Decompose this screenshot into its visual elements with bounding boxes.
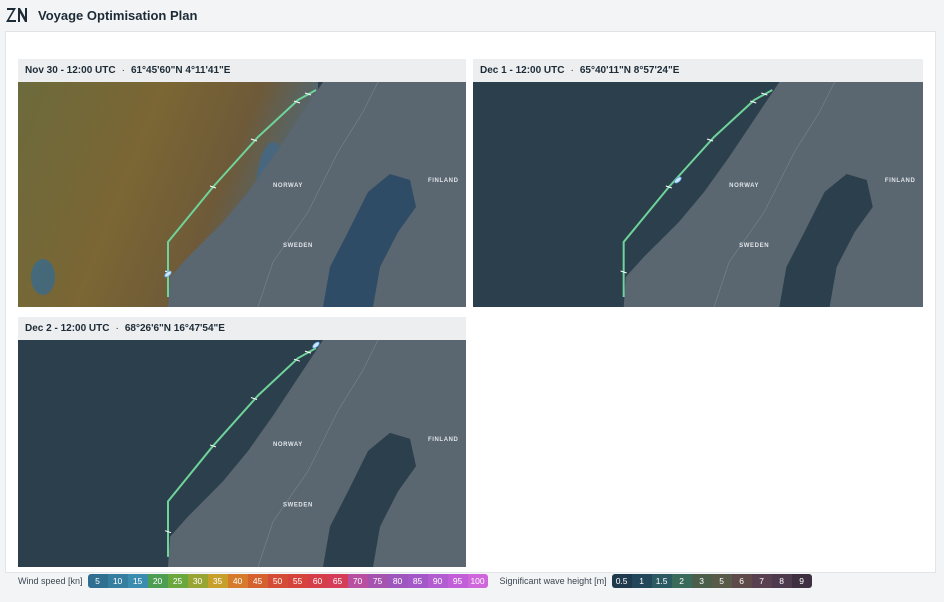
panel-header: Nov 30 - 12:00 UTC · 61°45'60"N 4°11'41"E [18, 59, 466, 82]
map-label: NORWAY [273, 183, 303, 189]
map: NORWAY SWEDEN FINLAND [18, 340, 466, 567]
legend: Wind speed [kn] 5 10 15 20 25 30 35 40 45 50 55 60 65… [18, 574, 928, 588]
map-panel: Dec 2 - 12:00 UTC · 68°26'6"N 16°47'54"E NO… [18, 317, 466, 567]
gulf-of-bothnia [323, 432, 416, 567]
waypoint [761, 92, 768, 96]
map-label: FINLAND [428, 178, 459, 184]
legend-cell: 7 [751, 574, 772, 588]
panel-time: Nov 30 - 12:00 UTC [25, 65, 116, 76]
waypoint [164, 530, 172, 534]
legend-cell: 2 [671, 574, 692, 588]
panel-position: 65°40'11"N 8°57'24"E [579, 65, 680, 76]
map-label: SWEDEN [283, 243, 313, 249]
gulf-of-bothnia [323, 174, 416, 307]
legend-cell: 40 [227, 574, 248, 588]
waypoint [750, 100, 757, 104]
legend-cell: 95 [447, 574, 468, 588]
legend-cell: 50 [267, 574, 288, 588]
legend-cell: 65 [327, 574, 348, 588]
waypoint [304, 92, 312, 96]
legend-cell: 20 [147, 574, 168, 588]
legend-cell: 90 [427, 574, 448, 588]
legend-cell: 1 [631, 574, 652, 588]
legend-label: Wind speed [kn] [18, 576, 83, 586]
map-label: SWEDEN [283, 502, 313, 508]
map-panel: Dec 1 - 12:00 UTC · 65°40'11"N 8°57'24"E NO… [473, 59, 923, 307]
legend-cell: 1.5 [651, 574, 672, 588]
waypoint [293, 100, 301, 104]
legend-cell: 25 [167, 574, 188, 588]
separator: · [121, 65, 125, 76]
panel-time: Dec 2 - 12:00 UTC [25, 323, 110, 334]
waypoint [304, 350, 312, 354]
map: NORWAY SWEDEN FINLAND [18, 82, 466, 307]
legend-cell: 8 [771, 574, 792, 588]
legend-cell: 60 [307, 574, 328, 588]
legend-cell: 75 [367, 574, 388, 588]
legend-cell: 45 [247, 574, 268, 588]
vessel [164, 270, 172, 278]
legend-cell: 100 [467, 574, 488, 588]
waypoint [665, 185, 673, 189]
waypoint [250, 397, 258, 401]
border [713, 82, 835, 307]
legend-cell: 15 [127, 574, 148, 588]
gulf-of-bothnia [779, 174, 873, 307]
waypoint [706, 138, 714, 142]
route [167, 347, 317, 557]
legend-cell: 85 [407, 574, 428, 588]
map-label: FINLAND [428, 437, 459, 443]
border [257, 340, 379, 567]
map-label: NORWAY [729, 183, 759, 189]
panel-position: 68°26'6"N 16°47'54"E [124, 323, 225, 334]
vessel [312, 341, 320, 349]
legend-cell: 70 [347, 574, 368, 588]
map-label: NORWAY [273, 442, 303, 448]
header: Voyage Optimisation Plan [0, 0, 944, 30]
vessel [674, 176, 682, 184]
panel-header: Dec 1 - 12:00 UTC · 65°40'11"N 8°57'24"E [473, 59, 923, 82]
border [257, 82, 379, 307]
separator: · [570, 65, 574, 76]
legend-cell: 30 [187, 574, 208, 588]
legend-cell: 5 [711, 574, 732, 588]
page-title: Voyage Optimisation Plan [38, 7, 198, 23]
waypoint [250, 138, 258, 142]
waypoint [620, 270, 627, 274]
route [167, 89, 317, 297]
waypoint [209, 444, 217, 448]
waypoint [209, 185, 217, 189]
route [622, 89, 773, 297]
legend-scale: 0.5 1 1.5 2 3 5 6 7 8 9 [611, 574, 812, 588]
separator: · [115, 323, 119, 334]
legend-cell: 0.5 [611, 574, 632, 588]
panel-time: Dec 1 - 12:00 UTC [480, 65, 565, 76]
legend-scale: 5 10 15 20 25 30 35 40 45 50 55 60 65 70 75 80 85 90 95 100 [87, 574, 488, 588]
map-label: FINLAND [885, 178, 916, 184]
legend-cell: 80 [387, 574, 408, 588]
wind-patch [31, 259, 55, 295]
legend-cell: 35 [207, 574, 228, 588]
legend-cell: 55 [287, 574, 308, 588]
legend-cell: 5 [87, 574, 108, 588]
map-label: SWEDEN [739, 243, 769, 249]
legend-cell: 6 [731, 574, 752, 588]
panel-position: 61°45'60"N 4°11'41"E [130, 65, 231, 76]
waypoint [293, 358, 301, 362]
legend-cell: 3 [691, 574, 712, 588]
map-panel: Nov 30 - 12:00 UTC · 61°45'60"N 4°11'41"E N… [18, 59, 466, 307]
legend-label: Significant wave height [m] [499, 576, 607, 586]
legend-cell: 10 [107, 574, 128, 588]
logo [6, 8, 27, 22]
legend-cell: 9 [791, 574, 812, 588]
panel-header: Dec 2 - 12:00 UTC · 68°26'6"N 16°47'54"E [18, 317, 466, 340]
map: NORWAY SWEDEN FINLAND [473, 82, 923, 307]
